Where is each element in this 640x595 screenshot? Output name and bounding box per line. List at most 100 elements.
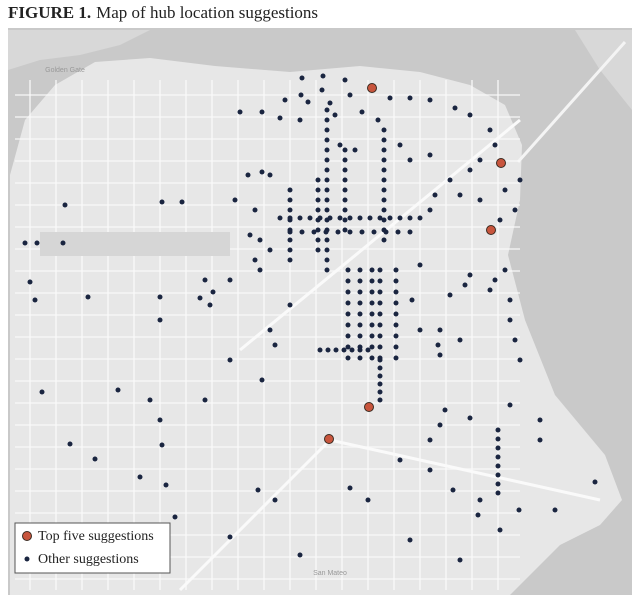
suggestion-dot (477, 197, 483, 203)
suggestion-dot (324, 247, 330, 253)
suggestion-dot (345, 267, 351, 273)
suggestion-dot (324, 267, 330, 273)
suggestion-dot (517, 357, 523, 363)
suggestion-dot (381, 157, 387, 163)
suggestion-dot (324, 127, 330, 133)
suggestion-dot (417, 262, 423, 268)
suggestion-dot (287, 197, 293, 203)
place-label: San Mateo (313, 570, 347, 577)
suggestion-dot (381, 147, 387, 153)
suggestion-dot (345, 300, 351, 306)
suggestion-dot (267, 247, 273, 253)
suggestion-dot (172, 514, 178, 520)
suggestion-dot (467, 272, 473, 278)
suggestion-dot (495, 436, 501, 442)
suggestion-dot (393, 278, 399, 284)
suggestion-dot (359, 109, 365, 115)
suggestion-dot (345, 311, 351, 317)
suggestion-dot (335, 229, 341, 235)
suggestion-dot (407, 95, 413, 101)
suggestion-dot (369, 355, 375, 361)
suggestion-dot (32, 297, 38, 303)
suggestion-dot (393, 289, 399, 295)
suggestion-dot (537, 437, 543, 443)
suggestion-dot (324, 257, 330, 263)
suggestion-dot (259, 377, 265, 383)
suggestion-dot (341, 347, 347, 353)
suggestion-dot (315, 227, 321, 233)
suggestion-dot (495, 463, 501, 469)
suggestion-dot (393, 267, 399, 273)
suggestion-dot (495, 490, 501, 496)
suggestion-dot (381, 207, 387, 213)
suggestion-dot (259, 109, 265, 115)
suggestion-dot (377, 300, 383, 306)
suggestion-dot (324, 197, 330, 203)
suggestion-dot (347, 229, 353, 235)
suggestion-dot (317, 215, 323, 221)
suggestion-dot (92, 456, 98, 462)
suggestion-dot (305, 99, 311, 105)
suggestion-dot (157, 317, 163, 323)
suggestion-dot (287, 237, 293, 243)
suggestion-dot (287, 207, 293, 213)
suggestion-dot (345, 322, 351, 328)
suggestion-dot (347, 485, 353, 491)
suggestion-dot (377, 389, 383, 395)
suggestion-dot (497, 527, 503, 533)
suggestion-dot (492, 142, 498, 148)
suggestion-dot (407, 537, 413, 543)
suggestion-dot (369, 267, 375, 273)
suggestion-dot (210, 289, 216, 295)
suggestion-dot (377, 289, 383, 295)
suggestion-dot (282, 97, 288, 103)
suggestion-dot (377, 267, 383, 273)
suggestion-dot (450, 487, 456, 493)
suggestion-dot (397, 457, 403, 463)
suggestion-dot (381, 177, 387, 183)
suggestion-dot (393, 333, 399, 339)
suggestion-dot (345, 344, 351, 350)
suggestion-dot (287, 247, 293, 253)
suggestion-dot (381, 237, 387, 243)
suggestion-dot (324, 137, 330, 143)
suggestion-dot (324, 207, 330, 213)
suggestion-dot (377, 322, 383, 328)
suggestion-dot (237, 109, 243, 115)
suggestion-dot (393, 300, 399, 306)
suggestion-dot (357, 333, 363, 339)
suggestion-dot (247, 232, 253, 238)
suggestion-dot (367, 215, 373, 221)
suggestion-dot (287, 229, 293, 235)
legend: Top five suggestions Other suggestions (14, 522, 171, 574)
suggestion-dot (369, 311, 375, 317)
marin-land (8, 30, 150, 70)
suggestion-dot (342, 157, 348, 163)
suggestion-dot (435, 342, 441, 348)
suggestion-dot (345, 278, 351, 284)
suggestion-dot (272, 497, 278, 503)
suggestion-dot (323, 229, 329, 235)
top-suggestion (324, 434, 334, 444)
suggestion-dot (357, 355, 363, 361)
suggestion-dot (417, 327, 423, 333)
suggestion-dot (357, 215, 363, 221)
suggestion-dot (159, 199, 165, 205)
suggestion-dot (352, 147, 358, 153)
suggestion-dot (324, 167, 330, 173)
suggestion-dot (452, 105, 458, 111)
suggestion-dot (357, 289, 363, 295)
suggestion-dot (252, 257, 258, 263)
other-suggestions (22, 73, 598, 563)
suggestion-dot (369, 289, 375, 295)
suggestion-dot (487, 287, 493, 293)
suggestion-dot (324, 237, 330, 243)
suggestion-dot (342, 147, 348, 153)
suggestion-dot (277, 115, 283, 121)
suggestion-dot (157, 294, 163, 300)
suggestion-dot (457, 337, 463, 343)
suggestion-dot (502, 187, 508, 193)
suggestion-dot (537, 417, 543, 423)
suggestion-dot (277, 215, 283, 221)
suggestion-dot (377, 278, 383, 284)
